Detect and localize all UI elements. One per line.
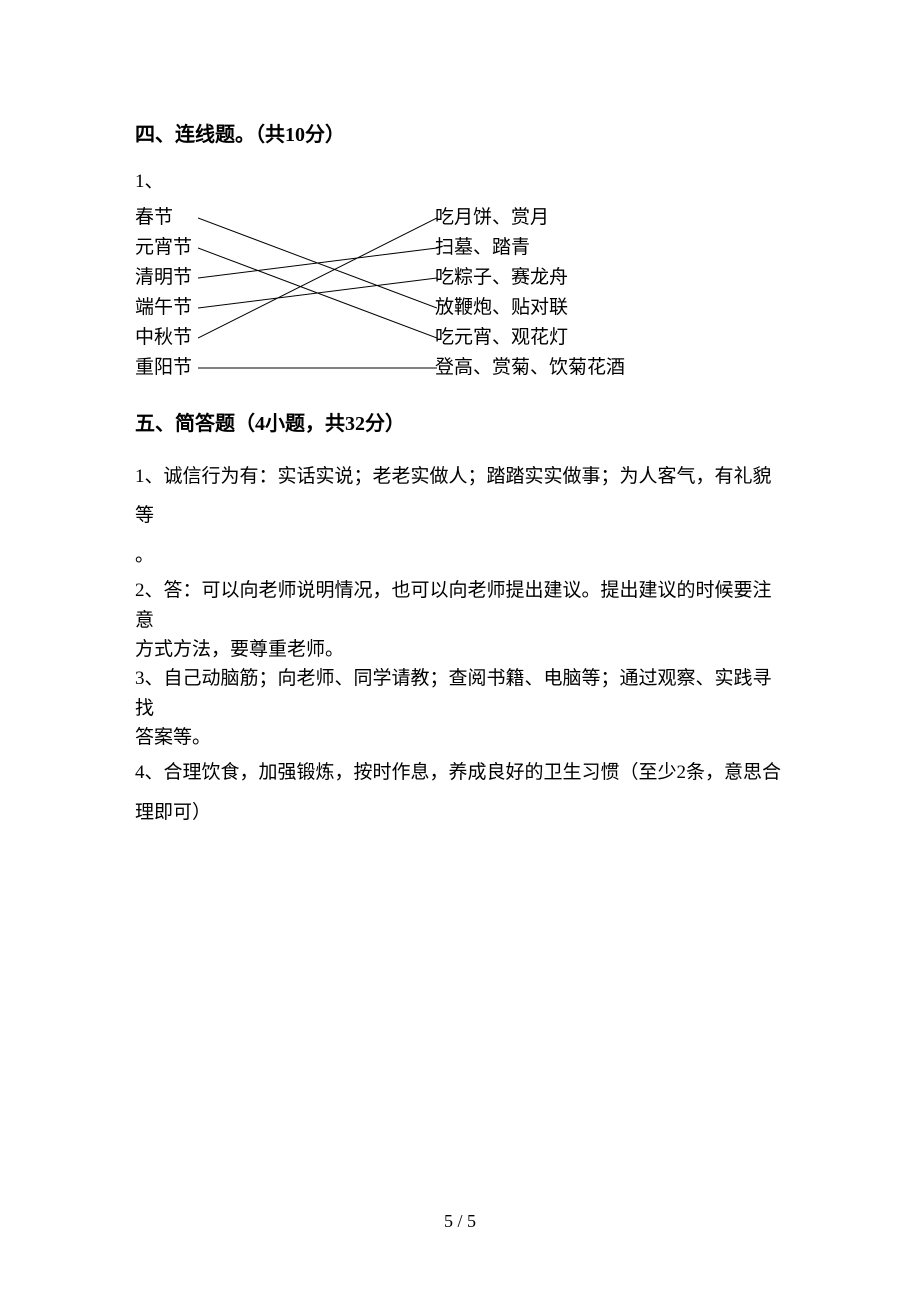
- section5-heading: 五、简答题（4小题，共32分）: [135, 409, 790, 439]
- answer-2-line1: 2、答：可以向老师说明情况，也可以向老师提出建议。提出建议的时候要注意: [135, 576, 790, 635]
- match-right-item: 登高、赏菊、饮菊花酒: [435, 353, 695, 383]
- match-right-item: 吃粽子、赛龙舟: [435, 263, 695, 293]
- section4-heading: 四、连线题。（共10分）: [135, 120, 790, 150]
- answer-1-line1: 1、诚信行为有：实话实说；老老实做人；踏踏实实做事；为人客气，有礼貌等: [135, 457, 790, 537]
- match-right-item: 吃月饼、赏月: [435, 203, 695, 233]
- matching-right-column: 吃月饼、赏月 扫墓、踏青 吃粽子、赛龙舟 放鞭炮、贴对联 吃元宵、观花灯 登高、…: [435, 203, 695, 383]
- answer-4-line2: 理即可）: [135, 793, 790, 833]
- answer-2-line2: 方式方法，要尊重老师。: [135, 635, 790, 664]
- answer-3-line1: 3、自己动脑筋；向老师、同学请教；查阅书籍、电脑等；通过观察、实践寻找: [135, 664, 790, 723]
- answer-3-line2: 答案等。: [135, 723, 790, 752]
- match-right-item: 吃元宵、观花灯: [435, 323, 695, 353]
- matching-line: [198, 278, 437, 308]
- page-footer: 5 / 5: [0, 1211, 920, 1232]
- section4-q1-number: 1、: [135, 168, 790, 197]
- answer-1-line2: 。: [135, 536, 790, 576]
- answer-4-line1: 4、合理饮食，加强锻炼，按时作息，养成良好的卫生习惯（至少2条，意思合: [135, 753, 790, 793]
- section5-body: 1、诚信行为有：实话实说；老老实做人；踏踏实实做事；为人客气，有礼貌等 。 2、…: [135, 457, 790, 833]
- matching-lines: [198, 203, 437, 383]
- matching-diagram: 春节 元宵节 清明节 端午节 中秋节 重阳节 吃月饼、赏月 扫墓、踏青 吃粽子、…: [135, 203, 675, 383]
- match-right-item: 放鞭炮、贴对联: [435, 293, 695, 323]
- page: 四、连线题。（共10分） 1、 春节 元宵节 清明节 端午节 中秋节 重阳节 吃…: [0, 0, 920, 1302]
- match-right-item: 扫墓、踏青: [435, 233, 695, 263]
- matching-line: [198, 248, 437, 278]
- matching-line: [198, 218, 437, 338]
